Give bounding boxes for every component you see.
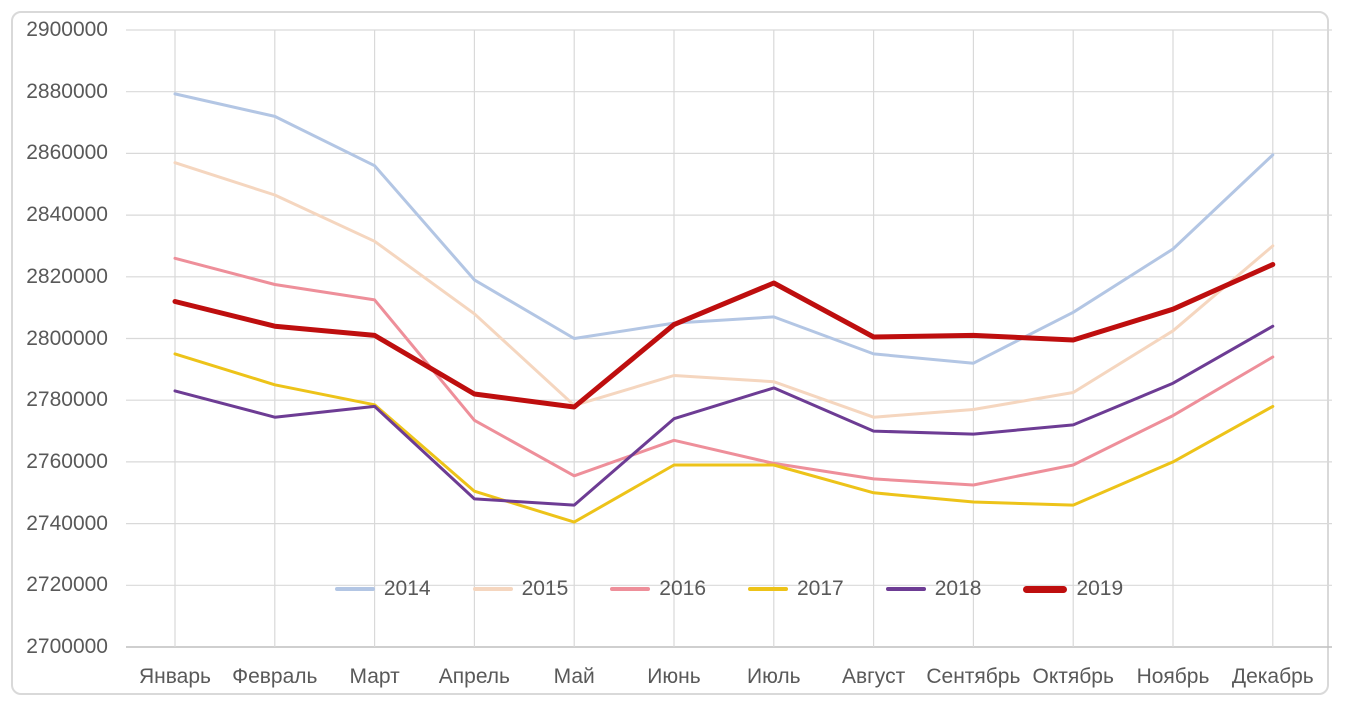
legend-label: 2019 xyxy=(1076,577,1124,600)
series-line-2014 xyxy=(173,92,1275,365)
y-axis-tick-label: 2820000 xyxy=(26,264,108,288)
series-line-2019 xyxy=(172,262,1276,410)
series-line-2018 xyxy=(173,324,1275,507)
y-axis-tick-label: 2700000 xyxy=(26,635,108,658)
legend-label: 2015 xyxy=(521,577,569,600)
series-line-2016 xyxy=(173,256,1275,487)
y-axis-tick-label: 2740000 xyxy=(26,511,108,535)
y-axis-tick-label: 2720000 xyxy=(26,573,108,597)
y-axis-tick-label: 2800000 xyxy=(26,326,108,350)
y-axis-tick-label: 2840000 xyxy=(26,203,108,227)
y-axis-tick-label: 2880000 xyxy=(26,79,108,103)
x-axis-month-label: Апрель xyxy=(438,665,510,688)
y-axis-tick-label: 2760000 xyxy=(26,449,108,473)
legend-swatch-2018 xyxy=(885,587,926,591)
series-line-2015 xyxy=(173,161,1275,419)
chart-legend: 2014 2015 2016 2017 2018 2019 xyxy=(126,574,1332,604)
legend-label: 2018 xyxy=(934,577,982,600)
legend-swatch-2016 xyxy=(610,587,651,591)
legend-label: 2017 xyxy=(797,577,844,600)
legend-swatch-2017 xyxy=(748,587,788,591)
legend-swatch-2019 xyxy=(1023,585,1068,593)
x-axis-month-label: Июль xyxy=(747,665,801,688)
legend-label: 2016 xyxy=(659,577,706,600)
legend-swatch-2014 xyxy=(334,587,375,591)
x-axis-month-label: Май xyxy=(553,665,595,688)
x-axis-month-label: Октябрь xyxy=(1032,665,1114,688)
legend-item-2014: 2014 xyxy=(334,577,431,601)
x-axis-month-label: Март xyxy=(349,665,400,688)
y-axis-tick-label: 2900000 xyxy=(26,18,108,41)
series-line-2017 xyxy=(173,352,1275,524)
y-axis-tick-label: 2860000 xyxy=(26,141,108,165)
legend-item-2018: 2018 xyxy=(885,577,982,601)
x-axis-month-label: Июнь xyxy=(647,665,701,688)
legend-item-2017: 2017 xyxy=(748,577,844,601)
x-axis-month-label: Ноябрь xyxy=(1136,665,1210,688)
legend-label: 2014 xyxy=(383,577,431,600)
legend-item-2016: 2016 xyxy=(610,577,706,601)
chart-border xyxy=(11,11,1329,695)
legend-item-2015: 2015 xyxy=(472,577,569,601)
x-axis-month-label: Январь xyxy=(139,665,211,688)
x-axis-month-label: Сентябрь xyxy=(926,665,1021,688)
x-axis-month-label: Февраль xyxy=(232,665,318,688)
x-axis-month-label: Август xyxy=(841,665,906,688)
x-axis-month-label: Декабрь xyxy=(1231,665,1314,688)
y-axis-tick-label: 2780000 xyxy=(26,388,108,412)
legend-item-2019: 2019 xyxy=(1023,577,1123,601)
legend-swatch-2015 xyxy=(472,587,513,591)
